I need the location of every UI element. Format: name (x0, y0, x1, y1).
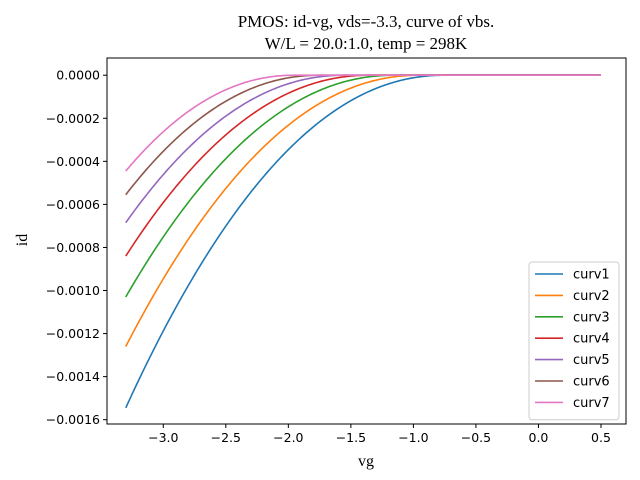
legend-label-curv4: curv4 (573, 332, 610, 347)
y-tick-label: −0.0006 (46, 197, 100, 212)
x-tick-label: −2.0 (273, 430, 303, 445)
x-axis-label: vg (358, 453, 374, 470)
legend-label-curv2: curv2 (573, 289, 610, 304)
y-tick-label: −0.0002 (46, 111, 100, 126)
x-tick-label: 0.0 (529, 430, 549, 445)
y-tick-label: 0.0000 (56, 68, 100, 83)
legend-label-curv5: curv5 (573, 353, 610, 368)
legend-label-curv1: curv1 (573, 268, 610, 283)
chart-title-line1: PMOS: id-vg, vds=-3.3, curve of vbs. (238, 12, 495, 31)
x-axis-ticks: −3.0 −2.5 −2.0 −1.5 −1.0 −0.5 0.0 0.5 (148, 424, 611, 445)
legend-label-curv3: curv3 (573, 310, 610, 325)
y-axis-label: id (14, 234, 31, 246)
plot-frame (106, 57, 627, 425)
x-tick-label: −2.5 (211, 430, 241, 445)
series-line-curv5 (125, 74, 601, 224)
x-tick-label: −1.0 (398, 430, 428, 445)
series-lines (125, 74, 601, 409)
plot-area (106, 57, 627, 425)
y-tick-label: −0.0004 (46, 154, 100, 169)
x-tick-label: −0.5 (461, 430, 491, 445)
y-axis-ticks: 0.0000 −0.0002 −0.0004 −0.0006 −0.0008 −0.001… (46, 68, 107, 427)
legend: curv1 curv2 curv3 curv4 curv5 curv6 curv7 (528, 261, 620, 421)
x-tick-label: −3.0 (148, 430, 178, 445)
x-tick-label: −1.5 (336, 430, 366, 445)
y-tick-label: −0.0008 (46, 240, 100, 255)
series-line-curv6 (125, 74, 601, 196)
x-tick-label: 0.5 (591, 430, 611, 445)
y-tick-label: −0.0016 (46, 412, 100, 427)
chart-title-line2: W/L = 20.0:1.0, temp = 298K (265, 34, 468, 53)
series-line-curv4 (125, 74, 601, 257)
y-tick-label: −0.0012 (46, 326, 100, 341)
legend-label-curv7: curv7 (573, 396, 610, 411)
series-line-curv7 (125, 74, 601, 172)
legend-label-curv6: curv6 (573, 375, 610, 390)
y-tick-label: −0.0014 (46, 369, 100, 384)
y-tick-label: −0.0010 (46, 283, 100, 298)
